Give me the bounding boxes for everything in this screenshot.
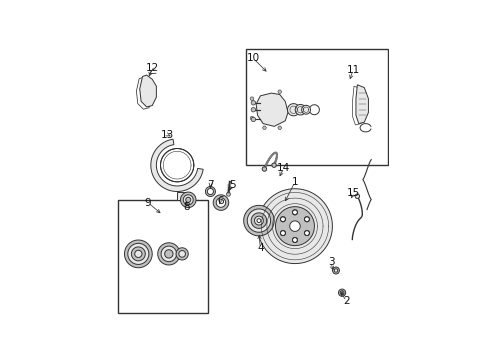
Polygon shape xyxy=(334,269,337,272)
Polygon shape xyxy=(271,163,276,167)
Polygon shape xyxy=(249,116,253,120)
Polygon shape xyxy=(352,86,365,125)
Polygon shape xyxy=(262,167,266,171)
Polygon shape xyxy=(341,292,342,293)
Polygon shape xyxy=(262,126,266,130)
Polygon shape xyxy=(254,216,263,225)
Polygon shape xyxy=(277,90,281,93)
Text: 8: 8 xyxy=(183,202,190,212)
Polygon shape xyxy=(140,75,156,107)
Polygon shape xyxy=(131,247,145,261)
Text: 1: 1 xyxy=(291,177,298,187)
Text: 2: 2 xyxy=(342,296,349,306)
Polygon shape xyxy=(150,139,203,192)
Bar xyxy=(117,200,207,314)
Polygon shape xyxy=(160,149,193,182)
Polygon shape xyxy=(295,104,305,115)
Polygon shape xyxy=(275,207,314,246)
Polygon shape xyxy=(355,85,367,123)
Polygon shape xyxy=(176,248,188,260)
Polygon shape xyxy=(180,192,196,208)
Polygon shape xyxy=(304,217,309,222)
Polygon shape xyxy=(257,189,332,264)
Polygon shape xyxy=(249,97,253,100)
Polygon shape xyxy=(179,251,185,257)
Polygon shape xyxy=(124,240,152,268)
Polygon shape xyxy=(164,250,173,258)
Polygon shape xyxy=(177,192,188,200)
Polygon shape xyxy=(338,289,345,296)
Polygon shape xyxy=(304,231,309,235)
Polygon shape xyxy=(127,243,148,264)
Polygon shape xyxy=(256,93,287,126)
Text: 14: 14 xyxy=(277,163,290,173)
Polygon shape xyxy=(292,210,297,215)
Polygon shape xyxy=(251,100,255,105)
Text: 5: 5 xyxy=(229,180,235,190)
Polygon shape xyxy=(213,195,228,210)
Text: 7: 7 xyxy=(207,180,213,190)
Text: 4: 4 xyxy=(257,243,263,253)
Polygon shape xyxy=(287,104,299,116)
Text: 9: 9 xyxy=(144,198,151,208)
Polygon shape xyxy=(205,186,215,197)
Polygon shape xyxy=(207,188,213,194)
Polygon shape xyxy=(301,105,310,114)
Polygon shape xyxy=(251,108,255,112)
Text: 15: 15 xyxy=(346,188,359,198)
Polygon shape xyxy=(251,117,255,122)
Polygon shape xyxy=(185,197,190,202)
Polygon shape xyxy=(277,126,281,130)
Bar xyxy=(246,49,387,165)
Polygon shape xyxy=(292,238,297,243)
Polygon shape xyxy=(251,213,266,228)
Polygon shape xyxy=(158,243,180,265)
Polygon shape xyxy=(136,77,153,109)
Polygon shape xyxy=(226,192,230,196)
Polygon shape xyxy=(135,250,142,257)
Polygon shape xyxy=(332,267,339,274)
Polygon shape xyxy=(257,219,260,222)
Polygon shape xyxy=(354,194,359,198)
Text: 13: 13 xyxy=(161,130,174,140)
Polygon shape xyxy=(340,291,344,294)
Polygon shape xyxy=(247,209,270,232)
Polygon shape xyxy=(183,195,193,205)
Polygon shape xyxy=(280,231,285,235)
Text: 6: 6 xyxy=(216,196,223,206)
Polygon shape xyxy=(216,198,225,207)
Polygon shape xyxy=(243,205,274,236)
Text: 12: 12 xyxy=(145,63,159,73)
Text: 3: 3 xyxy=(327,257,334,267)
Polygon shape xyxy=(280,217,285,222)
Polygon shape xyxy=(289,221,300,231)
Text: 10: 10 xyxy=(246,53,260,63)
Polygon shape xyxy=(161,246,176,262)
Text: 11: 11 xyxy=(346,64,359,75)
